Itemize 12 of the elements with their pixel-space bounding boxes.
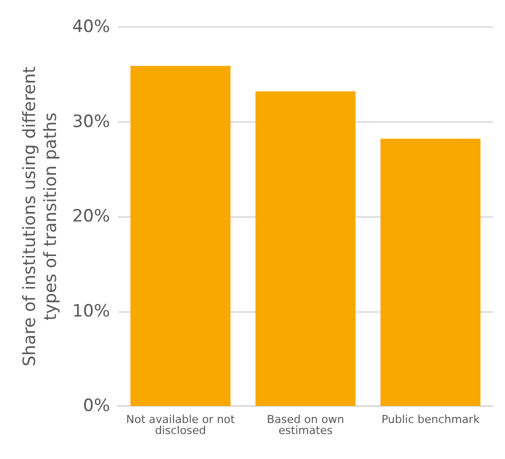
bar [130, 66, 230, 406]
y-tick-label: 40% [72, 17, 110, 37]
bar [380, 138, 480, 406]
x-tick-label: Not available or not disclosed [126, 413, 236, 437]
bar [256, 91, 356, 406]
y-tick-label: 30% [72, 112, 110, 132]
y-tick-label: 20% [72, 206, 110, 226]
x-tick-label: Public benchmark [381, 413, 480, 426]
y-tick-label: 10% [72, 301, 110, 322]
x-tick-label: Based on own estimates [266, 413, 344, 437]
y-tick-label: 0% [83, 396, 110, 416]
y-axis-title: Share of institutions using different types of transition paths [20, 66, 61, 366]
